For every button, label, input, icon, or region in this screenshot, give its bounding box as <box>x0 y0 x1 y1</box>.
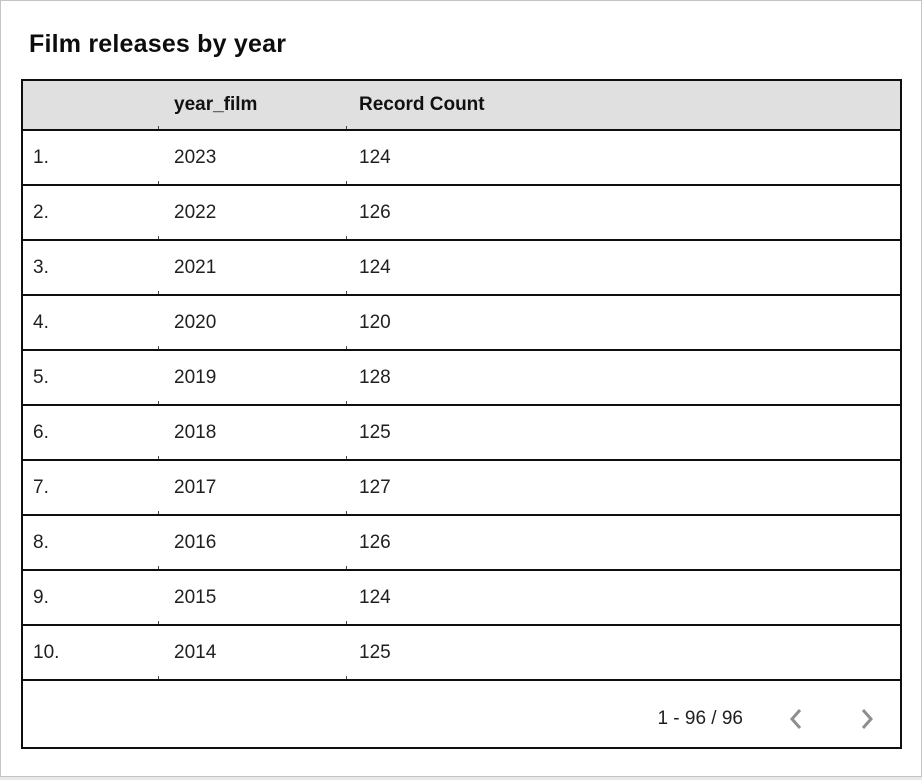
cell-record-count: 125 <box>346 406 900 459</box>
header-cell-year-film[interactable]: year_film <box>158 81 346 129</box>
table-row: 3. 2021 124 <box>23 241 900 296</box>
table-row: 2. 2022 126 <box>23 186 900 241</box>
table-row: 7. 2017 127 <box>23 461 900 516</box>
cell-row-index: 3. <box>33 256 49 278</box>
table-row: 1. 2023 124 <box>23 131 900 186</box>
pagination-prev-button[interactable] <box>785 707 809 731</box>
cell-year-film: 2017 <box>158 461 346 514</box>
cell-year-film: 2020 <box>158 296 346 349</box>
table-body: 1. 2023 124 2. 2022 126 3. 2021 124 <box>23 131 900 681</box>
cell-record-count: 124 <box>346 241 900 294</box>
table-row: 6. 2018 125 <box>23 406 900 461</box>
cell-year-film: 2016 <box>158 516 346 569</box>
data-table: year_film Record Count 1. 2023 124 2. 20… <box>21 79 902 749</box>
pagination-range: 1 - 96 / 96 <box>657 708 743 729</box>
cell-year-film: 2019 <box>158 351 346 404</box>
table-header-row: year_film Record Count <box>23 81 900 131</box>
header-cell-record-count[interactable]: Record Count <box>346 81 900 129</box>
table-footer: 1 - 96 / 96 <box>23 681 900 747</box>
table-row: 4. 2020 120 <box>23 296 900 351</box>
cell-year-film: 2015 <box>158 571 346 624</box>
cell-year-film: 2018 <box>158 406 346 459</box>
cell-record-count: 126 <box>346 186 900 239</box>
cell-year-film: 2022 <box>158 186 346 239</box>
table-row: 9. 2015 124 <box>23 571 900 626</box>
cell-record-count: 120 <box>346 296 900 349</box>
cell-row-index: 4. <box>33 311 49 333</box>
cell-record-count: 127 <box>346 461 900 514</box>
table-row: 5. 2019 128 <box>23 351 900 406</box>
cell-year-film: 2021 <box>158 241 346 294</box>
cell-row-index: 1. <box>33 146 49 168</box>
cell-record-count: 128 <box>346 351 900 404</box>
cell-row-index: 6. <box>33 421 49 443</box>
pagination-next-button[interactable] <box>854 707 878 731</box>
page-title: Film releases by year <box>29 30 287 58</box>
header-cell-row-number <box>23 81 158 129</box>
chevron-right-icon <box>854 707 878 731</box>
cell-record-count: 124 <box>346 131 900 184</box>
table-row: 10. 2014 125 <box>23 626 900 681</box>
cell-year-film: 2014 <box>158 626 346 679</box>
chevron-left-icon <box>785 707 809 731</box>
cell-record-count: 124 <box>346 571 900 624</box>
cell-year-film: 2023 <box>158 131 346 184</box>
table-row: 8. 2016 126 <box>23 516 900 571</box>
cell-row-index: 5. <box>33 366 49 388</box>
cell-row-index: 9. <box>33 586 49 608</box>
cell-row-index: 2. <box>33 201 49 223</box>
cell-row-index: 7. <box>33 476 49 498</box>
cell-record-count: 126 <box>346 516 900 569</box>
cell-row-index: 10. <box>33 641 60 663</box>
cell-row-index: 8. <box>33 531 49 553</box>
cell-record-count: 125 <box>346 626 900 679</box>
